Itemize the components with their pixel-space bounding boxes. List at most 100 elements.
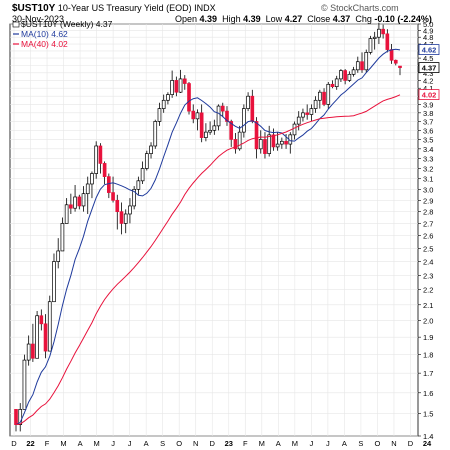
y-tick-label: 2.9 — [423, 196, 433, 205]
y-tick-label: 3.7 — [423, 117, 433, 126]
candle-body — [170, 80, 174, 95]
candle-body — [64, 204, 69, 224]
candle-body — [242, 108, 246, 133]
candle — [216, 104, 221, 131]
candle-body — [157, 108, 162, 122]
candle-body — [132, 188, 136, 207]
candle — [56, 238, 61, 269]
candle — [355, 56, 360, 73]
y-tick-label: 1.7 — [423, 369, 433, 378]
candle-body — [107, 176, 111, 193]
candle-body — [237, 131, 242, 150]
candle — [334, 75, 339, 90]
candle — [81, 186, 86, 212]
candle — [178, 69, 183, 94]
candle-body — [204, 131, 208, 138]
candle — [305, 104, 309, 120]
candle — [263, 132, 267, 159]
candle — [94, 141, 99, 179]
candle-body — [60, 223, 65, 252]
candle-body — [381, 28, 385, 35]
high-label: High — [222, 14, 241, 24]
ma40-line — [15, 94, 401, 426]
y-tick-label: 2.5 — [423, 244, 433, 253]
x-tick-label: D — [408, 439, 414, 448]
candle-body — [195, 112, 200, 120]
x-tick-label: J — [111, 439, 115, 448]
price-tags: 4.62 4.37 4.02 — [418, 44, 440, 101]
candle-body — [301, 112, 305, 118]
candle — [237, 125, 242, 151]
x-tick-label: 23 — [225, 439, 233, 448]
watermark: © StockCharts.com — [321, 3, 399, 13]
candle-body — [111, 192, 115, 201]
candle — [326, 81, 331, 109]
candle-body — [258, 139, 263, 150]
candle — [330, 80, 335, 89]
candle-body — [161, 99, 166, 109]
candle-body — [271, 134, 276, 148]
y-tick-label: 5.0 — [423, 20, 433, 29]
y-tick-label: 1.6 — [423, 389, 433, 398]
candle — [111, 176, 115, 203]
candle — [220, 102, 225, 118]
x-tick-label: A — [78, 439, 83, 448]
candle-body — [81, 193, 86, 207]
x-tick-label: 24 — [423, 439, 432, 448]
candle-body — [123, 213, 128, 224]
candle-body — [280, 140, 284, 145]
x-tick-label: J — [309, 439, 313, 448]
candle-body — [225, 110, 229, 122]
candle-body — [220, 105, 225, 112]
y-tick-label: 4.2 — [423, 76, 433, 85]
candle — [309, 104, 314, 122]
y-tick-label: 2.2 — [423, 286, 433, 295]
x-tick-label: A — [342, 439, 347, 448]
x-tick-label: M — [259, 439, 265, 448]
candle — [301, 108, 305, 122]
y-tick-label: 3.3 — [423, 154, 433, 163]
candle-body — [250, 95, 255, 122]
y-tick-label: 1.9 — [423, 333, 433, 342]
candle — [351, 66, 356, 77]
candle — [128, 198, 132, 224]
candle-body — [389, 49, 394, 61]
candle — [191, 104, 196, 124]
x-tick-label: O — [375, 439, 381, 448]
candle — [73, 185, 77, 212]
candle — [22, 354, 27, 410]
candle — [39, 309, 44, 331]
legend-price: $UST10Y (Weekly) 4.37 — [21, 19, 113, 29]
candle-body — [216, 105, 221, 127]
candle — [372, 31, 377, 50]
candle — [123, 209, 128, 234]
close-label: Close — [307, 14, 331, 24]
candle — [317, 89, 322, 109]
y-tick-label: 3.9 — [423, 100, 433, 109]
candle — [225, 106, 229, 126]
candle-body — [153, 121, 158, 147]
y-tick-label: 1.4 — [423, 432, 433, 441]
chart-date: 30-Nov-2023 — [12, 14, 65, 24]
y-tick-label: 1.5 — [423, 410, 433, 419]
candle-body — [296, 116, 301, 125]
candle-body — [368, 38, 373, 53]
candle-body — [52, 261, 56, 303]
candle-body — [47, 301, 52, 352]
high-value: 4.39 — [243, 14, 261, 24]
x-tick-label: N — [391, 439, 396, 448]
candle-body — [343, 70, 347, 81]
candle — [170, 70, 174, 98]
candle — [393, 59, 398, 66]
candle — [149, 142, 153, 159]
candle — [136, 176, 141, 195]
x-axis-ticks: D 22 F M A M J J A S O N D 23 F M A M J J A S O N D 24 — [11, 439, 432, 448]
y-tick-label: 1.8 — [423, 351, 433, 360]
y-tick-label: 2.1 — [423, 301, 433, 310]
symbol-description: 10-Year US Treasury Yield (EOD) INDX — [57, 3, 216, 13]
candle-body — [119, 211, 124, 224]
price-tag-box — [418, 62, 440, 73]
candle-body — [284, 140, 288, 145]
candle — [161, 94, 166, 113]
candle — [381, 24, 385, 39]
